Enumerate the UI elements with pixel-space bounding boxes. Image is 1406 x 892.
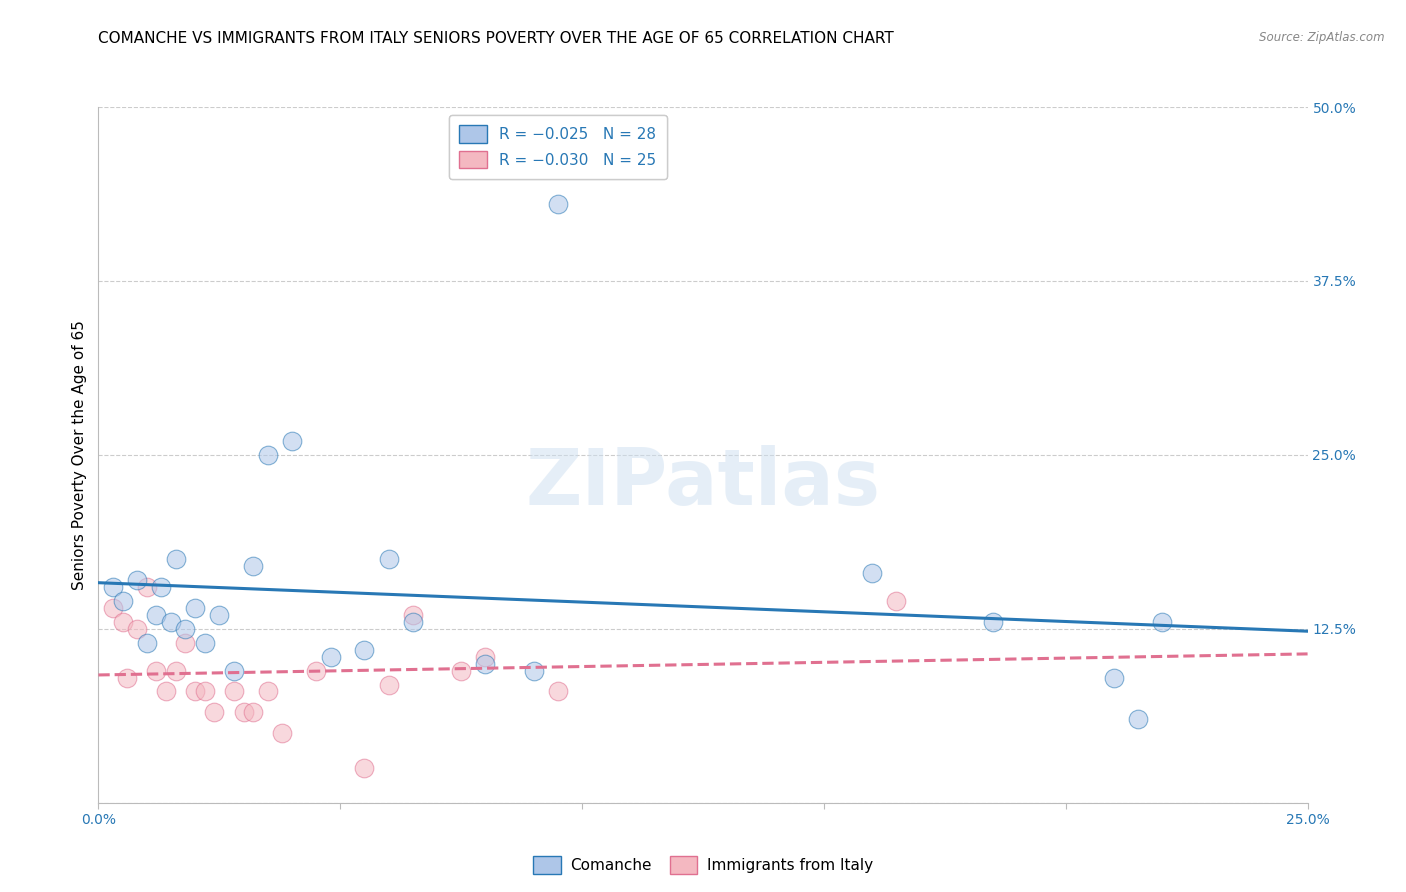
Point (222, 664, 245, 678)
Point (174, 622, 197, 636)
Point (101, 580, 124, 594)
Point (111, 594, 134, 608)
Point (135, 580, 157, 594)
Point (271, 726, 294, 740)
Point (145, 607, 167, 622)
Point (155, 684, 177, 698)
Point (281, 434, 304, 448)
Legend: R = −0.025   N = 28, R = −0.030   N = 25: R = −0.025 N = 28, R = −0.030 N = 25 (449, 115, 666, 179)
Point (165, 664, 187, 678)
Point (402, 607, 425, 622)
Point (117, 671, 139, 685)
Y-axis label: Seniors Poverty Over the Age of 65: Seniors Poverty Over the Age of 65 (72, 320, 87, 590)
Point (184, 684, 207, 698)
Point (547, 197, 569, 211)
Point (353, 761, 375, 775)
Point (160, 615, 183, 629)
Point (135, 636, 157, 650)
Point (377, 552, 399, 566)
Point (377, 677, 399, 691)
Point (111, 615, 134, 629)
Point (232, 706, 254, 720)
Point (101, 601, 124, 615)
Point (860, 566, 883, 581)
Point (242, 706, 264, 720)
Point (194, 684, 217, 698)
Text: ZIPatlas: ZIPatlas (526, 445, 880, 521)
Point (886, 594, 908, 608)
Point (184, 601, 207, 615)
Point (523, 664, 546, 678)
Point (222, 684, 245, 698)
Point (402, 615, 425, 629)
Point (305, 664, 328, 678)
Point (1128, 712, 1150, 726)
Point (981, 615, 1004, 629)
Point (165, 552, 187, 566)
Point (474, 649, 496, 664)
Point (450, 664, 472, 678)
Legend: Comanche, Immigrants from Italy: Comanche, Immigrants from Italy (527, 850, 879, 880)
Point (145, 664, 167, 678)
Point (127, 622, 149, 636)
Text: Source: ZipAtlas.com: Source: ZipAtlas.com (1260, 31, 1385, 45)
Point (1102, 671, 1125, 685)
Point (127, 573, 149, 587)
Point (208, 607, 231, 622)
Point (150, 580, 173, 594)
Point (1152, 615, 1174, 629)
Point (547, 684, 569, 698)
Point (204, 706, 226, 720)
Point (194, 636, 217, 650)
Point (256, 684, 278, 698)
Point (353, 642, 375, 657)
Point (242, 559, 264, 574)
Text: COMANCHE VS IMMIGRANTS FROM ITALY SENIORS POVERTY OVER THE AGE OF 65 CORRELATION: COMANCHE VS IMMIGRANTS FROM ITALY SENIOR… (98, 31, 894, 46)
Point (474, 657, 496, 671)
Point (256, 448, 278, 462)
Point (319, 649, 342, 664)
Point (174, 636, 197, 650)
